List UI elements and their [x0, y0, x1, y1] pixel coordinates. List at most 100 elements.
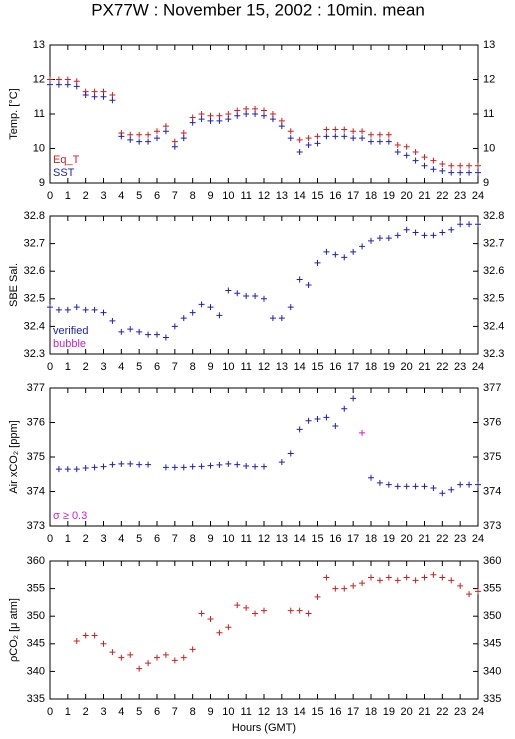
x-tick-label: 7	[172, 361, 178, 373]
x-tick-label: 21	[418, 190, 430, 202]
x-tick-label: 18	[365, 190, 377, 202]
x-tick-label: 17	[347, 361, 359, 373]
data-point	[287, 304, 294, 311]
data-point	[314, 133, 321, 140]
x-tick-label: 3	[100, 190, 106, 202]
data-point	[394, 232, 401, 239]
x-tick-label: 19	[383, 190, 395, 202]
y-tick-label-right: 32.5	[483, 293, 504, 305]
x-tick-label: 22	[436, 361, 448, 373]
data-point	[171, 657, 178, 664]
data-point	[162, 464, 169, 471]
x-tick-label: 20	[401, 706, 413, 718]
data-point	[171, 143, 178, 150]
x-tick-label: 10	[222, 533, 234, 545]
data-point	[207, 304, 214, 311]
y-tick-label-right: 32.6	[483, 265, 504, 277]
data-point	[162, 651, 169, 658]
y-tick-label-right: 9	[483, 177, 489, 189]
data-point	[448, 162, 455, 169]
data-point	[154, 135, 160, 142]
data-point	[127, 131, 134, 138]
y-tick-label-right: 355	[483, 583, 501, 595]
data-point	[305, 135, 312, 142]
y-tick-label: 335	[27, 693, 45, 705]
data-point	[457, 169, 464, 176]
data-point	[287, 135, 294, 142]
data-point	[189, 309, 196, 316]
x-tick-label: 1	[65, 190, 71, 202]
x-tick-label: 11	[240, 190, 251, 202]
data-point	[225, 460, 232, 467]
y-tick-label: 32.6	[24, 265, 45, 277]
data-point	[162, 123, 169, 130]
data-point	[314, 593, 321, 600]
data-point	[376, 577, 383, 584]
y-tick-label: 360	[27, 555, 45, 567]
x-tick-label: 16	[329, 533, 341, 545]
data-point	[216, 629, 223, 636]
data-point	[261, 112, 267, 119]
x-tick-label: 19	[383, 706, 395, 718]
data-point	[252, 293, 259, 300]
data-point	[359, 580, 366, 587]
chart-title: PX77W : November 15, 2002 : 10min. mean	[91, 0, 425, 19]
data-point	[466, 221, 473, 228]
data-point	[394, 577, 401, 584]
data-point	[136, 328, 143, 335]
y-axis-label: SBE Sal.	[8, 263, 20, 307]
x-tick-label: 17	[347, 190, 359, 202]
x-tick-label: 0	[47, 533, 53, 545]
data-point	[198, 116, 205, 123]
data-point	[47, 304, 53, 311]
data-point	[376, 138, 383, 145]
data-point	[225, 287, 232, 294]
data-point	[171, 464, 178, 471]
data-point	[314, 140, 321, 147]
data-point	[225, 111, 232, 117]
data-point	[64, 306, 71, 313]
data-point	[189, 646, 196, 653]
data-point	[403, 143, 410, 150]
x-tick-label: 19	[383, 361, 395, 373]
data-point	[127, 326, 134, 333]
x-tick-label: 15	[311, 190, 323, 202]
data-point	[421, 232, 428, 239]
x-tick-label: 17	[347, 533, 359, 545]
data-point	[341, 585, 348, 592]
data-point	[162, 128, 169, 135]
data-point	[64, 466, 71, 473]
legend-label: verified	[53, 325, 88, 337]
x-tick-label: 13	[276, 190, 288, 202]
data-point	[278, 459, 285, 466]
y-tick-label: 377	[27, 382, 45, 394]
x-tick-label: 8	[190, 533, 196, 545]
data-point	[439, 161, 446, 168]
data-point	[466, 169, 473, 176]
x-tick-label: 15	[311, 706, 323, 718]
data-point	[180, 464, 187, 471]
y-tick-label: 12	[33, 73, 45, 85]
data-point	[234, 112, 241, 119]
x-tick-label: 2	[83, 533, 89, 545]
data-point	[55, 81, 62, 88]
x-tick-label: 13	[276, 706, 288, 718]
data-point	[64, 76, 71, 83]
data-point	[394, 483, 401, 490]
data-point	[189, 463, 196, 470]
x-tick-label: 23	[454, 706, 466, 718]
data-point	[412, 483, 419, 490]
y-tick-label-right: 377	[483, 382, 501, 394]
data-point	[341, 405, 348, 412]
data-point	[287, 450, 294, 457]
data-point	[189, 119, 196, 126]
plot-frame	[49, 560, 479, 700]
plot-frame	[49, 387, 479, 527]
x-tick-label: 1	[65, 706, 71, 718]
data-point	[359, 128, 366, 135]
data-point	[171, 323, 178, 330]
x-tick-label: 16	[329, 706, 341, 718]
data-point	[207, 117, 214, 124]
data-point	[243, 604, 250, 611]
data-point	[350, 135, 357, 142]
